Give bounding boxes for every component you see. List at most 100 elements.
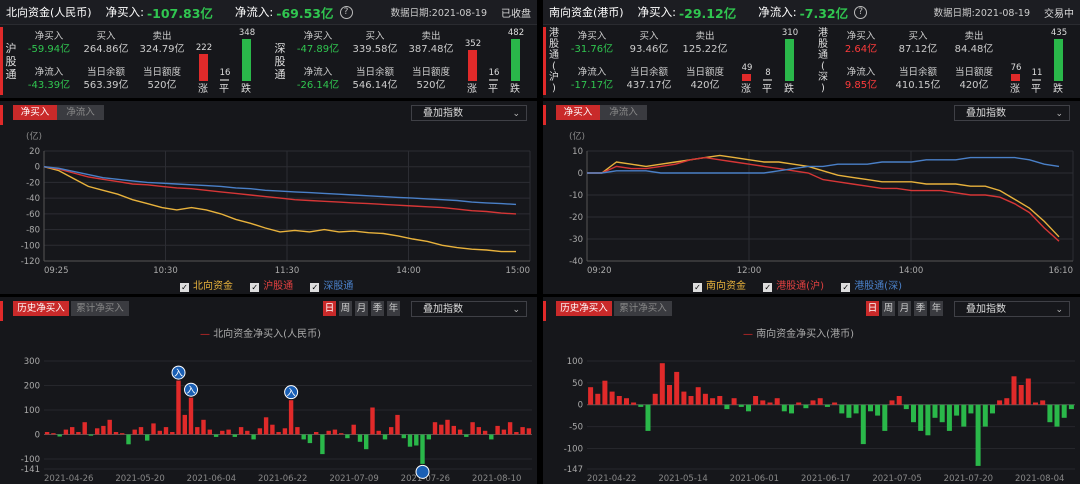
bar xyxy=(882,404,888,431)
bar xyxy=(911,404,916,423)
bar xyxy=(276,432,281,435)
period-day-button[interactable]: 日 xyxy=(323,301,336,316)
legend-item-hk-sz[interactable]: ✓ 港股通(深) xyxy=(841,281,902,292)
bar xyxy=(609,391,615,405)
y-tick-label: 0 xyxy=(578,401,583,411)
chevron-down-icon: ⌄ xyxy=(512,305,520,315)
up-count: 352 xyxy=(464,39,482,49)
overlay-index-select[interactable]: 叠加指数 ⌄ xyxy=(411,105,527,121)
bar xyxy=(918,404,924,431)
balance-value: 410.15亿 xyxy=(895,80,941,91)
down-count: 435 xyxy=(1050,28,1068,38)
tab-cum-net-buy[interactable]: 累计净买入 xyxy=(71,301,129,316)
y-tick-label: -147 xyxy=(564,465,583,475)
up-bar xyxy=(742,74,751,81)
flat-bar xyxy=(1032,79,1041,81)
tab-cum-net-buy[interactable]: 累计净买入 xyxy=(614,301,672,316)
tab-net-inflow[interactable]: 净流入 xyxy=(57,105,104,120)
flat-label: 平 xyxy=(219,84,229,95)
active-tab-indicator xyxy=(543,301,546,321)
bar xyxy=(796,402,802,405)
bar xyxy=(245,430,250,435)
y-tick-label: -40 xyxy=(26,194,40,204)
tab-net-buy[interactable]: 净买入 xyxy=(13,105,57,120)
period-week-button[interactable]: 周 xyxy=(882,301,895,316)
tab-net-inflow[interactable]: 净流入 xyxy=(600,105,647,120)
tab-hist-net-buy[interactable]: 历史净买入 xyxy=(13,301,69,316)
overlay-index-select[interactable]: 叠加指数 ⌄ xyxy=(954,301,1070,317)
up-count: 76 xyxy=(1010,63,1022,73)
tab-hist-net-buy[interactable]: 历史净买入 xyxy=(556,301,612,316)
bar xyxy=(889,400,895,405)
period-month-button[interactable]: 月 xyxy=(355,301,368,316)
legend-item-hk-sh[interactable]: ✓ 港股通(沪) xyxy=(763,281,824,292)
bar xyxy=(501,429,507,435)
period-quarter-button[interactable]: 季 xyxy=(914,301,927,316)
north-intraday-chart: (亿) 20 0 -20 -40 -60 -80 -100 -120 09:25 10:30 11:3… xyxy=(21,130,531,276)
legend-item-south[interactable]: ✓ 南向资金 xyxy=(693,281,746,292)
bar xyxy=(645,404,651,431)
event-marker-label: 入 xyxy=(287,388,296,399)
south-history-legend: — 南向资金净买入(港币) xyxy=(743,329,854,340)
north-net-buy-label: 净买入: xyxy=(105,5,144,19)
sell-value: 324.79亿 xyxy=(139,44,185,55)
sell-label: 卖出 xyxy=(695,31,715,42)
period-year-button[interactable]: 年 xyxy=(930,301,943,316)
y-tick-label: -60 xyxy=(26,210,40,220)
x-tick-label: 2021-07-09 xyxy=(329,474,378,484)
breadth-bars: 49 8 310 涨 平 跌 xyxy=(739,25,799,97)
legend-item-sz[interactable]: ✓ 深股通 xyxy=(310,281,354,292)
south-header: 南向资金(港币) 净买入: -29.12亿 净流入: -7.32亿 ? 数据日期… xyxy=(543,0,1080,25)
event-marker-label: 入 xyxy=(174,368,183,379)
quota-label: 当日额度 xyxy=(411,67,450,78)
bar xyxy=(946,404,952,431)
bar xyxy=(357,434,363,442)
x-tick-label: 2021-05-20 xyxy=(115,474,164,484)
bar xyxy=(681,391,687,405)
bar xyxy=(288,400,294,435)
period-quarter-button[interactable]: 季 xyxy=(371,301,384,316)
market-block-hk-sh: 港股通(沪) 净买入 -31.76亿 买入 93.46亿 卖出 125.22亿 净流入… xyxy=(543,25,811,97)
buy-value: 87.12亿 xyxy=(898,44,938,55)
event-marker-label: 入 xyxy=(187,385,196,396)
tab-net-buy[interactable]: 净买入 xyxy=(556,105,600,120)
period-day-button[interactable]: 日 xyxy=(866,301,879,316)
legend-item-sh[interactable]: ✓ 沪股通 xyxy=(250,281,294,292)
bar xyxy=(407,434,413,447)
flat-bar xyxy=(489,79,498,81)
x-tick-label: 2021-04-22 xyxy=(587,474,636,484)
bar xyxy=(1018,385,1024,405)
down-bar xyxy=(511,39,520,81)
overlay-index-select[interactable]: 叠加指数 ⌄ xyxy=(954,105,1070,121)
period-year-button[interactable]: 年 xyxy=(387,301,400,316)
legend-item-north[interactable]: ✓ 北向资金 xyxy=(180,281,233,292)
bar xyxy=(495,425,500,435)
period-month-button[interactable]: 月 xyxy=(898,301,911,316)
bar xyxy=(738,404,744,407)
bar xyxy=(520,427,525,435)
help-icon[interactable]: ? xyxy=(854,5,868,19)
y-tick-label: -10 xyxy=(569,191,583,201)
x-tick-label: 2021-07-26 xyxy=(401,474,450,484)
bar xyxy=(514,432,519,435)
flat-bar xyxy=(763,79,772,81)
bar xyxy=(1011,376,1017,405)
bar xyxy=(717,396,723,405)
bar xyxy=(824,404,830,407)
x-tick-label: 09:20 xyxy=(587,266,612,276)
south-intraday-chart: (亿) 10 0 -10 -20 -30 -40 09:20 12:00 14:00 16:10 xyxy=(569,130,1074,276)
y-tick-label: -40 xyxy=(569,257,583,267)
bar xyxy=(432,422,438,435)
market-block-hk-sz: 港股通(深) 净买入 2.64亿 买入 87.12亿 卖出 84.48亿 净流入 9.8… xyxy=(812,25,1080,97)
bar xyxy=(157,430,162,435)
buy-label: 买入 xyxy=(96,31,116,42)
market-name-vertical: 沪股通 xyxy=(5,41,17,81)
period-week-button[interactable]: 周 xyxy=(339,301,352,316)
help-icon[interactable]: ? xyxy=(339,5,353,19)
bar xyxy=(746,404,751,412)
bar xyxy=(817,398,823,405)
bar xyxy=(982,404,988,427)
overlay-index-select[interactable]: 叠加指数 ⌄ xyxy=(411,301,527,317)
bar xyxy=(470,422,475,435)
series-line-2 xyxy=(587,156,1060,174)
